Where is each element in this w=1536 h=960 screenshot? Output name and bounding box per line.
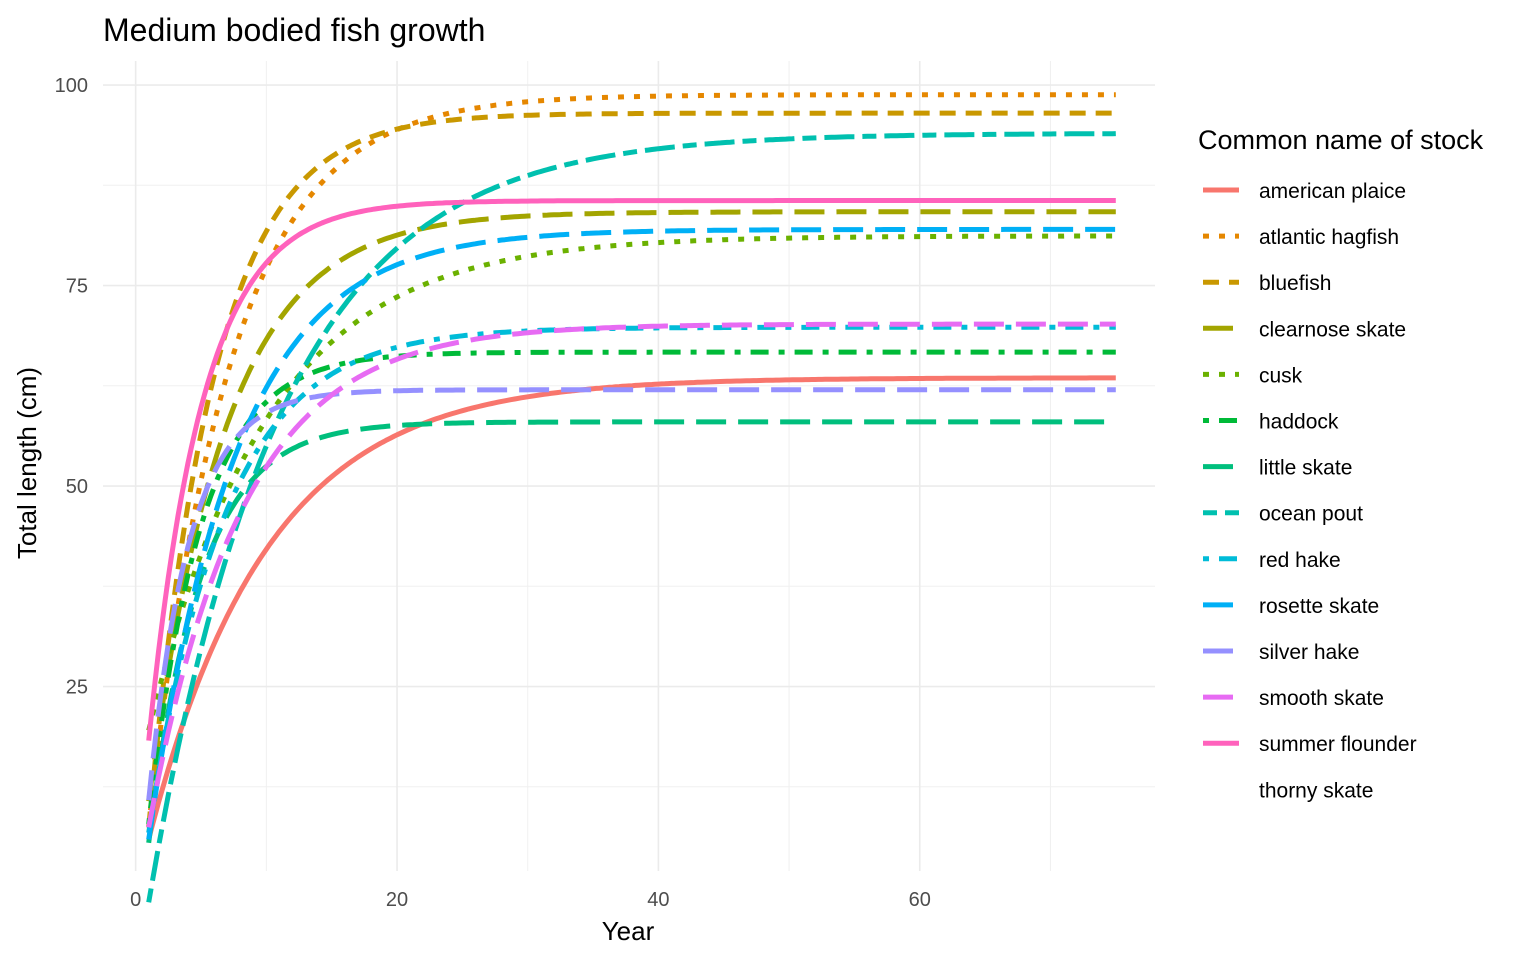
legend-label: ocean pout [1259,503,1363,526]
grid [103,61,1155,871]
legend-label: little skate [1259,457,1352,480]
series-line-american-plaice [146,375,1116,840]
legend-title: Common name of stock [1198,125,1484,155]
x-tick-label: 0 [130,889,141,911]
series-line-little-skate [146,419,1116,844]
x-tick-label: 40 [647,889,669,911]
y-axis-ticks: 25 50 75 100 [55,75,88,698]
series-line-rosette-skate [146,226,1116,840]
x-axis-ticks: 0 20 40 60 [130,889,931,911]
legend-label: haddock [1259,411,1339,434]
legend-label: summer flounder [1259,733,1417,756]
legend-label: cusk [1259,364,1303,387]
legend: Common name of stock american plaice atla… [1198,125,1484,802]
legend-label: bluefish [1259,272,1331,295]
series-line-haddock [146,349,1116,825]
y-tick-label: 25 [66,677,88,699]
y-tick-label: 50 [66,476,88,498]
legend-label: silver hake [1259,641,1359,664]
x-axis-label: Year [602,916,655,946]
chart-title: Medium bodied fish growth [103,12,485,48]
x-tick-label: 60 [909,889,931,911]
series-line-ocean-pout [146,131,1116,903]
y-tick-label: 100 [55,75,88,97]
legend-label: american plaice [1259,180,1406,203]
legend-label: atlantic hagfish [1259,226,1399,249]
legend-label: smooth skate [1259,687,1384,710]
series-line-clearnose-skate [146,209,1116,802]
series-line-red-hake [146,324,1116,834]
legend-label: thorny skate [1259,779,1373,802]
series-line-smooth-skate [146,321,1116,828]
series-line-cusk [146,233,1116,732]
series-layer [146,92,1116,903]
series-line-summer-flounder [146,198,1116,741]
legend-label: rosette skate [1259,595,1379,618]
legend-label: clearnose skate [1259,318,1406,341]
legend-label: red hake [1259,549,1341,572]
series-line-silver-hake [146,387,1116,801]
y-axis-label: Total length (cm) [12,367,42,559]
series-line-bluefish [146,110,1116,828]
series-line-atlantic-hagfish [146,92,1116,827]
y-tick-label: 75 [66,276,88,298]
x-tick-label: 20 [386,889,408,911]
